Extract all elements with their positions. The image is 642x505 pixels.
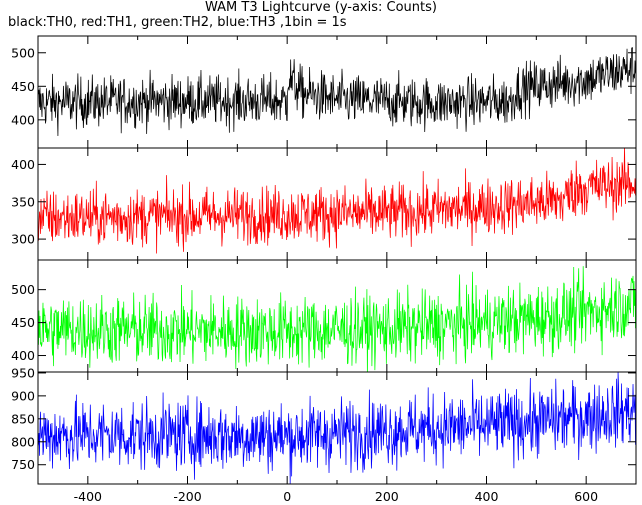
x-tick-label: -400 xyxy=(74,489,102,504)
y-tick-label: 350 xyxy=(11,194,35,209)
panel-th3: 750 800 850 900 950 xyxy=(11,365,637,485)
series-line-th0 xyxy=(38,47,636,136)
y-tick-label: 950 xyxy=(11,365,35,380)
x-tick-label: 400 xyxy=(475,489,499,504)
y-tick-label: 500 xyxy=(11,282,35,297)
series-line-th3 xyxy=(38,372,636,484)
x-tick-label: 0 xyxy=(283,489,291,504)
chart-subtitle: black:TH0, red:TH1, green:TH2, blue:TH3 … xyxy=(8,15,347,30)
y-tick-label: 400 xyxy=(11,112,35,127)
x-tick-label: -200 xyxy=(173,489,201,504)
y-tick-label: 500 xyxy=(11,45,35,60)
panel-th2: 400 450 500 xyxy=(11,259,637,373)
y-tick-label: 450 xyxy=(11,79,35,94)
x-tick-label: 200 xyxy=(375,489,399,504)
y-tick-label: 900 xyxy=(11,388,35,403)
y-tick-label: 400 xyxy=(11,157,35,172)
series-line-th2 xyxy=(38,266,636,372)
y-tick-label: 800 xyxy=(11,434,35,449)
panel-th1: 300 350 400 xyxy=(11,147,637,261)
y-tick-label: 850 xyxy=(11,411,35,426)
chart-title: WAM T3 Lightcurve (y-axis: Counts) xyxy=(205,0,437,15)
y-tick-label: 750 xyxy=(11,457,35,472)
y-tick-label: 450 xyxy=(11,315,35,330)
x-tick-label: 600 xyxy=(574,489,598,504)
y-tick-label: 300 xyxy=(11,232,35,247)
panel-th0: 400 450 500 xyxy=(11,35,637,149)
series-line-th1 xyxy=(38,148,636,254)
y-tick-label: 400 xyxy=(11,348,35,363)
